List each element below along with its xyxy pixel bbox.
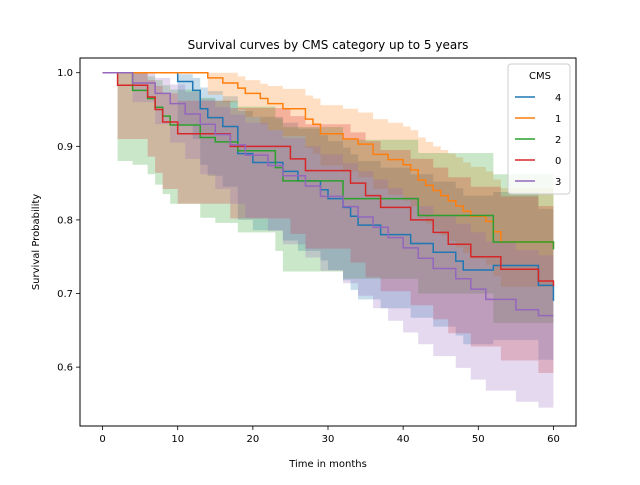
y-tick-label: 0.6: [57, 363, 73, 374]
legend-title: CMS: [529, 71, 551, 82]
survival-line-cms-4: [102, 71, 555, 301]
y-axis-label: Survival Probability: [31, 194, 42, 290]
chart-title: Survival curves by CMS category up to 5 …: [188, 38, 469, 52]
y-axis: 0.6 0.7 0.8 0.9 1.0: [57, 68, 80, 374]
legend-label-cms-3: 3: [555, 177, 561, 188]
x-tick-label: 0: [99, 434, 105, 445]
ci-band-cms-3: [102, 72, 554, 408]
legend-box: [507, 63, 571, 195]
ci-band-cms-1: [102, 72, 554, 294]
survival-line-cms-3: [102, 71, 554, 317]
ci-band-cms-4: [102, 72, 554, 375]
x-tick-label: 60: [547, 434, 560, 445]
legend-label-cms-1: 1: [555, 114, 561, 125]
x-axis-label: Time in months: [288, 459, 367, 470]
legend-label-cms-4: 4: [555, 93, 561, 104]
x-tick-label: 10: [171, 434, 184, 445]
x-tick-label: 40: [397, 434, 410, 445]
x-tick-label: 50: [472, 434, 485, 445]
survival-lines: [102, 71, 555, 317]
legend: CMS 4 1 2 0 3: [507, 63, 571, 195]
survival-line-cms-1: [102, 71, 555, 248]
y-tick-label: 0.9: [57, 142, 73, 153]
x-tick-label: 20: [246, 434, 259, 445]
y-tick-label: 0.7: [57, 289, 73, 300]
x-axis: 0 10 20 30 40 50 60: [99, 426, 560, 445]
legend-label-cms-2: 2: [555, 135, 561, 146]
ci-band-cms-0: [102, 72, 554, 381]
survival-line-cms-2: [102, 71, 555, 250]
y-tick-label: 0.8: [57, 215, 73, 226]
survival-line-cms-0: [102, 71, 555, 287]
x-tick-label: 30: [322, 434, 335, 445]
legend-label-cms-0: 0: [555, 156, 561, 167]
y-tick-label: 1.0: [57, 68, 73, 79]
